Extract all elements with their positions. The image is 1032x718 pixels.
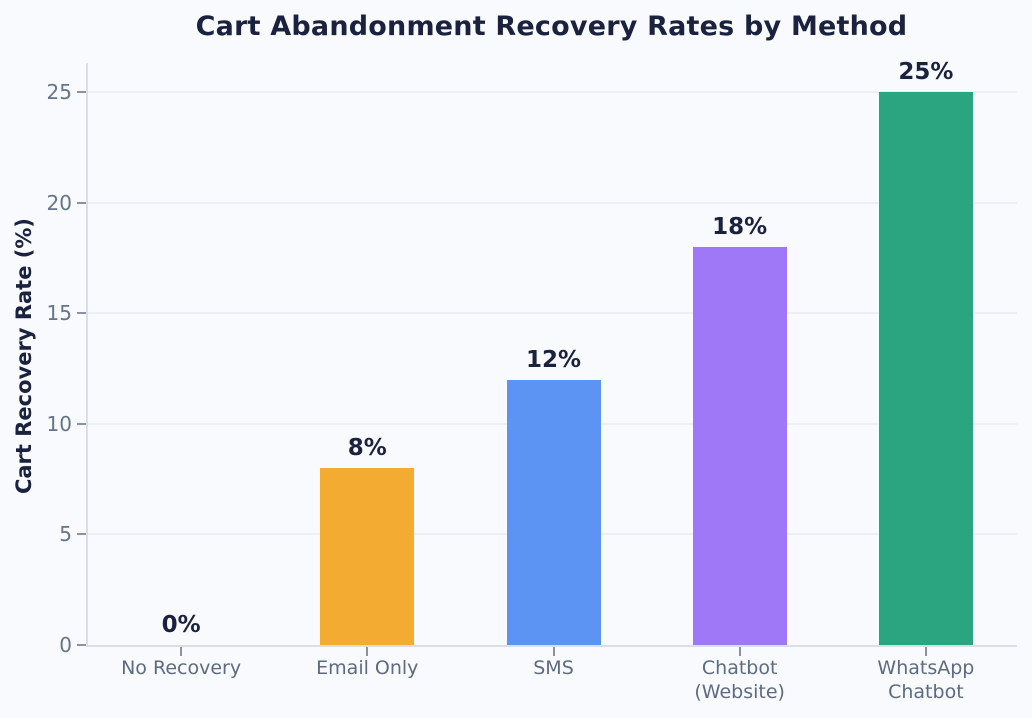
- bar-sms: [506, 379, 601, 645]
- y-tick-label-20: 20: [46, 190, 72, 215]
- y-tick-label-15: 15: [46, 301, 72, 326]
- y-tick-20: [77, 201, 86, 204]
- bar-value-label-sms: 12%: [525, 346, 582, 373]
- y-tick-15: [77, 312, 86, 315]
- y-tick-0: [77, 644, 86, 646]
- x-tick-email-only: [366, 647, 369, 656]
- y-tick-25: [77, 90, 86, 93]
- x-tick-sms: [552, 647, 555, 656]
- x-tick-label-whatsapp-chatbot: WhatsApp Chatbot: [877, 657, 975, 703]
- y-axis-title: Cart Recovery Rate (%): [12, 217, 36, 495]
- bar-value-label-chatbot-website: 18%: [712, 213, 768, 240]
- y-tick-label-25: 25: [46, 79, 72, 104]
- y-tick-10: [77, 422, 86, 425]
- bar-value-label-no-recovery: 0%: [161, 612, 201, 638]
- x-tick-no-recovery: [180, 647, 183, 656]
- plot-area: 0 5 10 15 20 25 0% No Recovery 8% Email Only 12% SM…: [47, 59, 1017, 703]
- y-gridline-20: [88, 201, 1017, 204]
- x-tick-label-chatbot-website: Chatbot (Website): [694, 657, 785, 703]
- chart-title: Cart Abandonment Recovery Rates by Metho…: [195, 11, 908, 42]
- x-tick-label-no-recovery: No Recovery: [121, 657, 242, 679]
- y-tick-label-10: 10: [46, 411, 72, 436]
- x-tick-whatsapp-chatbot: [924, 647, 927, 656]
- x-tick-chatbot-website: [738, 647, 741, 656]
- bar-whatsapp-chatbot: [878, 91, 973, 645]
- y-tick-5: [77, 533, 86, 536]
- y-tick-label-0: 0: [59, 633, 72, 657]
- bar-value-label-whatsapp-chatbot: 25%: [898, 58, 954, 85]
- bar-value-label-email-only: 8%: [347, 435, 387, 462]
- y-gridline-15: [88, 312, 1017, 315]
- x-tick-label-email-only: Email Only: [316, 657, 419, 679]
- y-tick-label-5: 5: [59, 522, 72, 547]
- bar-email-only: [320, 468, 415, 645]
- bar-chatbot-website: [692, 246, 787, 645]
- y-gridline-25: [88, 90, 1017, 93]
- x-tick-label-sms: SMS: [533, 657, 574, 679]
